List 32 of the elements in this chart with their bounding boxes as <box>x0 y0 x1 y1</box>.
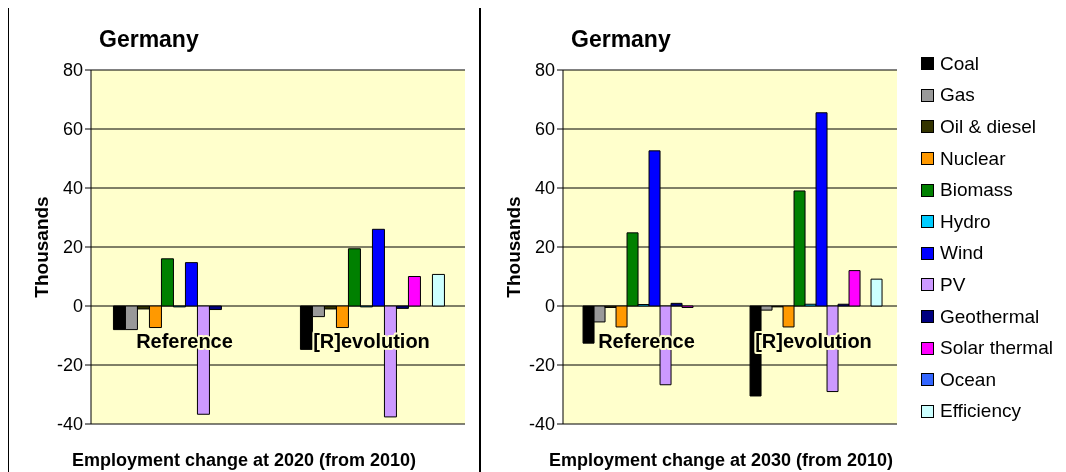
y-tick-label: -20 <box>56 355 83 376</box>
y-tick-label: 0 <box>72 296 83 317</box>
y-tick-label: 60 <box>62 119 83 140</box>
y-tick-label: 60 <box>534 119 555 140</box>
x-axis-title: Employment change at 2030 (from 2010) <box>547 450 895 471</box>
legend-label: Wind <box>940 242 984 265</box>
legend-label: Coal <box>940 52 980 75</box>
legend-label: Oil & diesel <box>940 115 1037 138</box>
y-tick-label: 40 <box>534 178 555 199</box>
y-tick-label: -40 <box>56 414 83 435</box>
legend-label: Hydro <box>940 210 991 233</box>
legend-label: Gas <box>940 84 975 107</box>
y-tick-label: 40 <box>62 178 83 199</box>
y-tick-label: 20 <box>62 237 83 258</box>
legend-label: Geothermal <box>940 305 1040 328</box>
legend-label: Efficiency <box>940 400 1021 423</box>
y-tick-label: 0 <box>544 296 555 317</box>
y-tick-label: -40 <box>528 414 555 435</box>
x-axis-title: Employment change at 2020 (from 2010) <box>70 450 418 471</box>
legend-label: Ocean <box>940 368 996 391</box>
y-axis-title: Thousands <box>31 196 53 298</box>
chart-title: Germany <box>99 26 199 53</box>
legend-label: Solar thermal <box>940 337 1053 360</box>
legend-label: PV <box>940 273 966 296</box>
legend-label: Biomass <box>940 179 1013 202</box>
y-tick-label: 80 <box>534 60 555 81</box>
y-tick-label: -20 <box>528 355 555 376</box>
legend-label: Nuclear <box>940 147 1006 170</box>
y-tick-label: 20 <box>534 237 555 258</box>
chart-title: Germany <box>571 26 671 53</box>
y-axis-title: Thousands <box>503 196 525 298</box>
y-tick-label: 80 <box>62 60 83 81</box>
